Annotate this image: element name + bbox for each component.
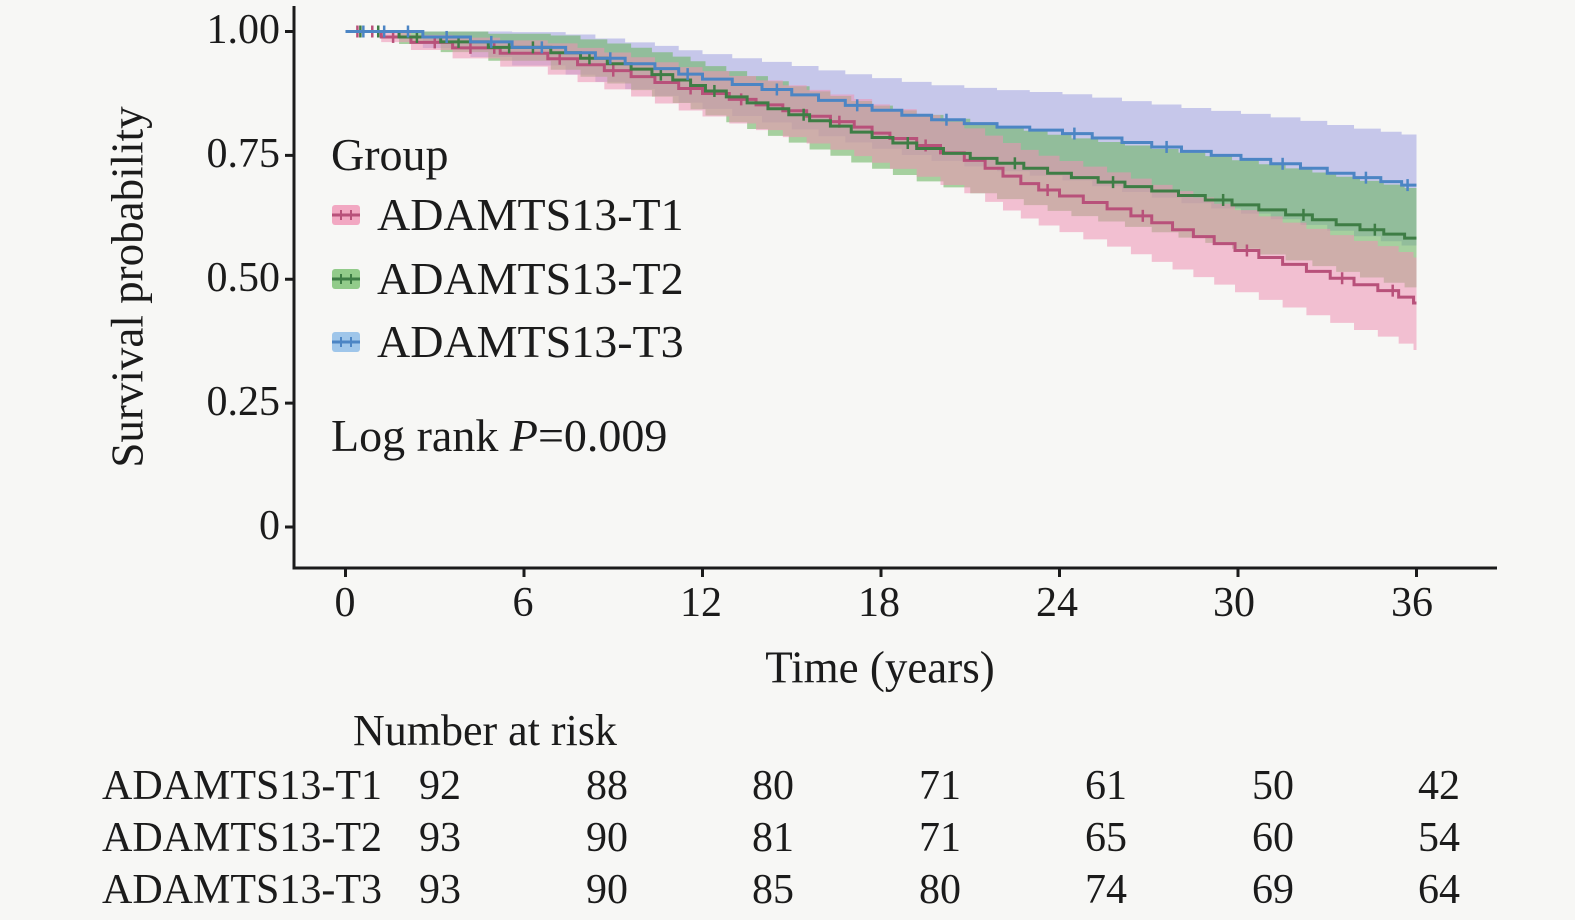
- log-rank-prefix: Log rank: [331, 410, 510, 462]
- y-tick-label: 1.00: [206, 7, 281, 54]
- x-tick-label: 12: [680, 580, 722, 626]
- risk-value: 64: [1418, 867, 1460, 914]
- risk-value: 71: [919, 815, 961, 862]
- risk-value: 80: [752, 763, 794, 810]
- risk-value: 80: [919, 867, 961, 914]
- risk-value: 50: [1252, 763, 1294, 810]
- y-axis-title: Survival probability: [102, 106, 153, 468]
- x-tick-label: 6: [512, 580, 534, 626]
- legend-item-adamts13-t3: ADAMTS13-T3: [331, 319, 684, 365]
- x-axis-title: Time (years): [765, 642, 995, 693]
- legend-key-icon: [332, 332, 360, 352]
- legend-item-label: ADAMTS13-T3: [377, 316, 684, 367]
- km-curve-T2: [345, 30, 1417, 240]
- legend-key-icon: [332, 205, 360, 225]
- risk-value: 61: [1085, 763, 1127, 810]
- risk-value: 93: [419, 867, 461, 914]
- legend-title: Group: [331, 129, 449, 181]
- risk-value: 85: [752, 867, 794, 914]
- risk-value: 42: [1418, 763, 1460, 810]
- risk-row-label: ADAMTS13-T3: [102, 867, 382, 914]
- x-tick-label: 0: [334, 580, 356, 626]
- risk-table-title: Number at risk: [353, 706, 617, 756]
- x-tick-label: 24: [1036, 580, 1078, 626]
- y-tick-label: 0.25: [206, 379, 281, 426]
- risk-value: 54: [1418, 815, 1460, 862]
- risk-value: 69: [1252, 867, 1294, 914]
- p-symbol: P: [509, 410, 538, 462]
- risk-value: 92: [419, 763, 461, 810]
- legend-item-label: ADAMTS13-T2: [377, 253, 684, 304]
- risk-value: 60: [1252, 815, 1294, 862]
- risk-value: 65: [1085, 815, 1127, 862]
- km-curve-T3: [345, 30, 1417, 187]
- y-tick-label: 0.50: [206, 255, 281, 302]
- legend-item-adamts13-t1: ADAMTS13-T1: [331, 192, 684, 238]
- risk-value: 93: [419, 815, 461, 862]
- risk-row-label: ADAMTS13-T2: [102, 815, 382, 862]
- legend-item-adamts13-t2: ADAMTS13-T2: [331, 256, 684, 302]
- x-tick-label: 36: [1391, 580, 1433, 626]
- y-tick-label: 0.75: [206, 131, 281, 178]
- legend-key-icon: [332, 269, 360, 289]
- risk-value: 81: [752, 815, 794, 862]
- km-curve-T1: [345, 30, 1417, 305]
- risk-value: 90: [586, 815, 628, 862]
- x-tick-label: 30: [1213, 580, 1255, 626]
- risk-row-label: ADAMTS13-T1: [102, 763, 382, 810]
- y-tick-label: 0: [259, 503, 280, 550]
- p-value: =0.009: [537, 410, 668, 462]
- risk-value: 88: [586, 763, 628, 810]
- log-rank-annotation: Log rank P=0.009: [331, 413, 667, 459]
- risk-value: 90: [586, 867, 628, 914]
- x-tick-label: 18: [858, 580, 900, 626]
- legend-item-label: ADAMTS13-T1: [377, 189, 684, 240]
- risk-value: 71: [919, 763, 961, 810]
- risk-value: 74: [1085, 867, 1127, 914]
